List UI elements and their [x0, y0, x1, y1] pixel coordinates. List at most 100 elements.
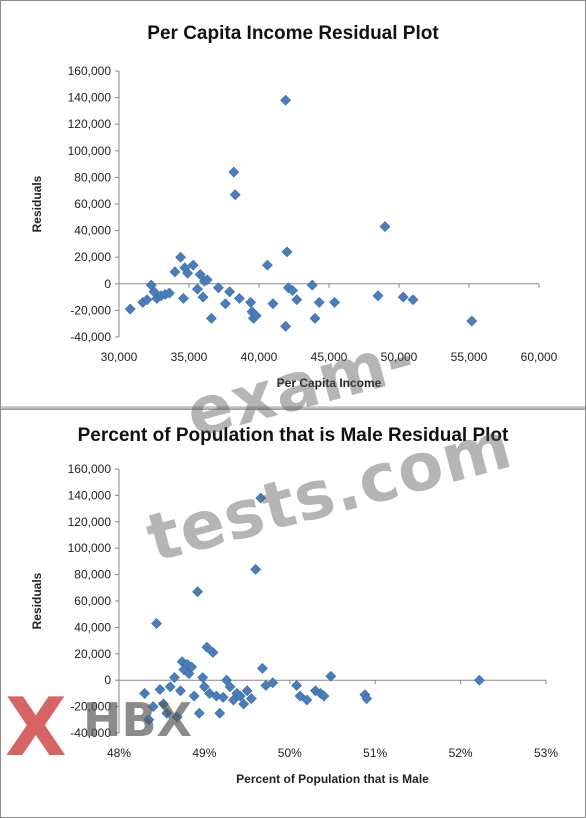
data-point — [154, 684, 166, 695]
x-tick-label: 45,000 — [311, 350, 348, 364]
y-tick-label: 0 — [104, 673, 111, 687]
y-tick-label: 40,000 — [74, 620, 111, 634]
data-point — [124, 303, 136, 315]
x-tick-label: 40,000 — [241, 350, 278, 364]
data-point — [280, 320, 292, 332]
panel-divider — [1, 406, 585, 410]
data-point — [250, 310, 262, 322]
y-tick-label: 140,000 — [68, 488, 112, 502]
y-tick-label: 60,000 — [74, 594, 111, 608]
data-point — [201, 274, 213, 286]
y-tick-label: 100,000 — [68, 541, 112, 555]
data-point — [161, 707, 173, 719]
x-tick-label: 60,000 — [521, 350, 558, 364]
data-point — [229, 189, 241, 201]
data-point — [164, 681, 176, 693]
data-point — [143, 714, 155, 726]
data-point — [233, 293, 245, 304]
data-point — [139, 687, 151, 699]
data-point — [250, 563, 262, 575]
data-point — [194, 269, 206, 280]
data-point — [214, 707, 226, 719]
data-point — [325, 670, 337, 682]
data-point — [224, 681, 236, 693]
data-point — [361, 693, 373, 705]
x-tick-label: 51% — [363, 746, 387, 760]
data-point — [175, 685, 186, 697]
data-point — [219, 298, 231, 310]
data-point — [234, 690, 246, 702]
data-point — [197, 672, 209, 683]
data-point — [147, 701, 159, 713]
data-point — [198, 681, 210, 693]
y-axis-title: Residuals — [30, 572, 44, 629]
data-point — [169, 672, 180, 683]
data-point — [197, 291, 209, 303]
x-tick-label: 30,000 — [101, 350, 138, 364]
data-point — [281, 246, 293, 258]
x-axis-title: Per Capita Income — [277, 376, 382, 390]
data-point — [313, 296, 325, 308]
data-point — [182, 267, 194, 279]
y-tick-label: 80,000 — [74, 568, 111, 582]
data-point — [157, 698, 169, 710]
y-tick-label: -40,000 — [70, 726, 111, 740]
scatter-plot-male-percent: 160,000 140,000 120,000 100,000 80,000 60,000… — [30, 462, 558, 786]
data-point — [192, 586, 203, 598]
data-point — [291, 294, 303, 306]
data-point — [309, 312, 321, 324]
data-point — [210, 690, 222, 702]
y-tick-label: 120,000 — [68, 515, 112, 529]
y-tick-label: 60,000 — [74, 197, 111, 211]
data-point — [255, 492, 267, 504]
x-tick-label: 53% — [534, 746, 558, 760]
x-tick-label: 50,000 — [381, 350, 418, 364]
data-point — [257, 662, 268, 674]
data-point — [301, 694, 313, 706]
data-point — [212, 282, 224, 294]
y-tick-label: 120,000 — [68, 117, 112, 131]
y-tick-label: 140,000 — [68, 91, 112, 105]
y-tick-label: 0 — [104, 277, 111, 291]
x-tick-label: 55,000 — [451, 350, 488, 364]
data-point — [397, 291, 409, 303]
data-point — [205, 312, 217, 324]
data-point — [163, 287, 175, 299]
data-point — [473, 674, 485, 686]
data-point — [191, 283, 203, 295]
x-tick-label: 48% — [107, 746, 131, 760]
y-axis-title: Residuals — [30, 175, 44, 232]
data-point — [267, 298, 279, 310]
data-point — [318, 690, 330, 702]
data-point — [245, 693, 257, 705]
chart-panel-male-percent: Percent of Population that is Male Resid… — [1, 411, 585, 817]
y-tick-label: -40,000 — [70, 330, 111, 344]
y-tick-label: -20,000 — [70, 303, 111, 317]
data-point — [287, 285, 299, 296]
data-point — [245, 296, 257, 308]
data-point — [207, 647, 219, 658]
y-tick-label: 100,000 — [68, 144, 112, 158]
data-point — [171, 711, 183, 723]
x-tick-label: 49% — [192, 746, 216, 760]
y-tick-label: 160,000 — [68, 462, 112, 476]
data-point — [224, 286, 236, 298]
data-point — [201, 641, 213, 653]
data-point — [169, 266, 181, 278]
data-point — [261, 259, 273, 271]
data-point — [306, 279, 318, 291]
data-point — [193, 707, 205, 719]
data-point — [291, 680, 303, 691]
data-point — [267, 677, 279, 689]
data-point — [186, 661, 198, 673]
y-tick-label: 80,000 — [74, 170, 111, 184]
data-point — [466, 315, 478, 327]
x-tick-label: 52% — [449, 746, 473, 760]
data-point — [407, 294, 419, 306]
chart-title: Percent of Population that is Male Resid… — [77, 425, 509, 446]
data-point — [175, 251, 187, 263]
data-point — [238, 698, 250, 710]
data-point — [141, 294, 153, 306]
data-point — [280, 94, 292, 106]
